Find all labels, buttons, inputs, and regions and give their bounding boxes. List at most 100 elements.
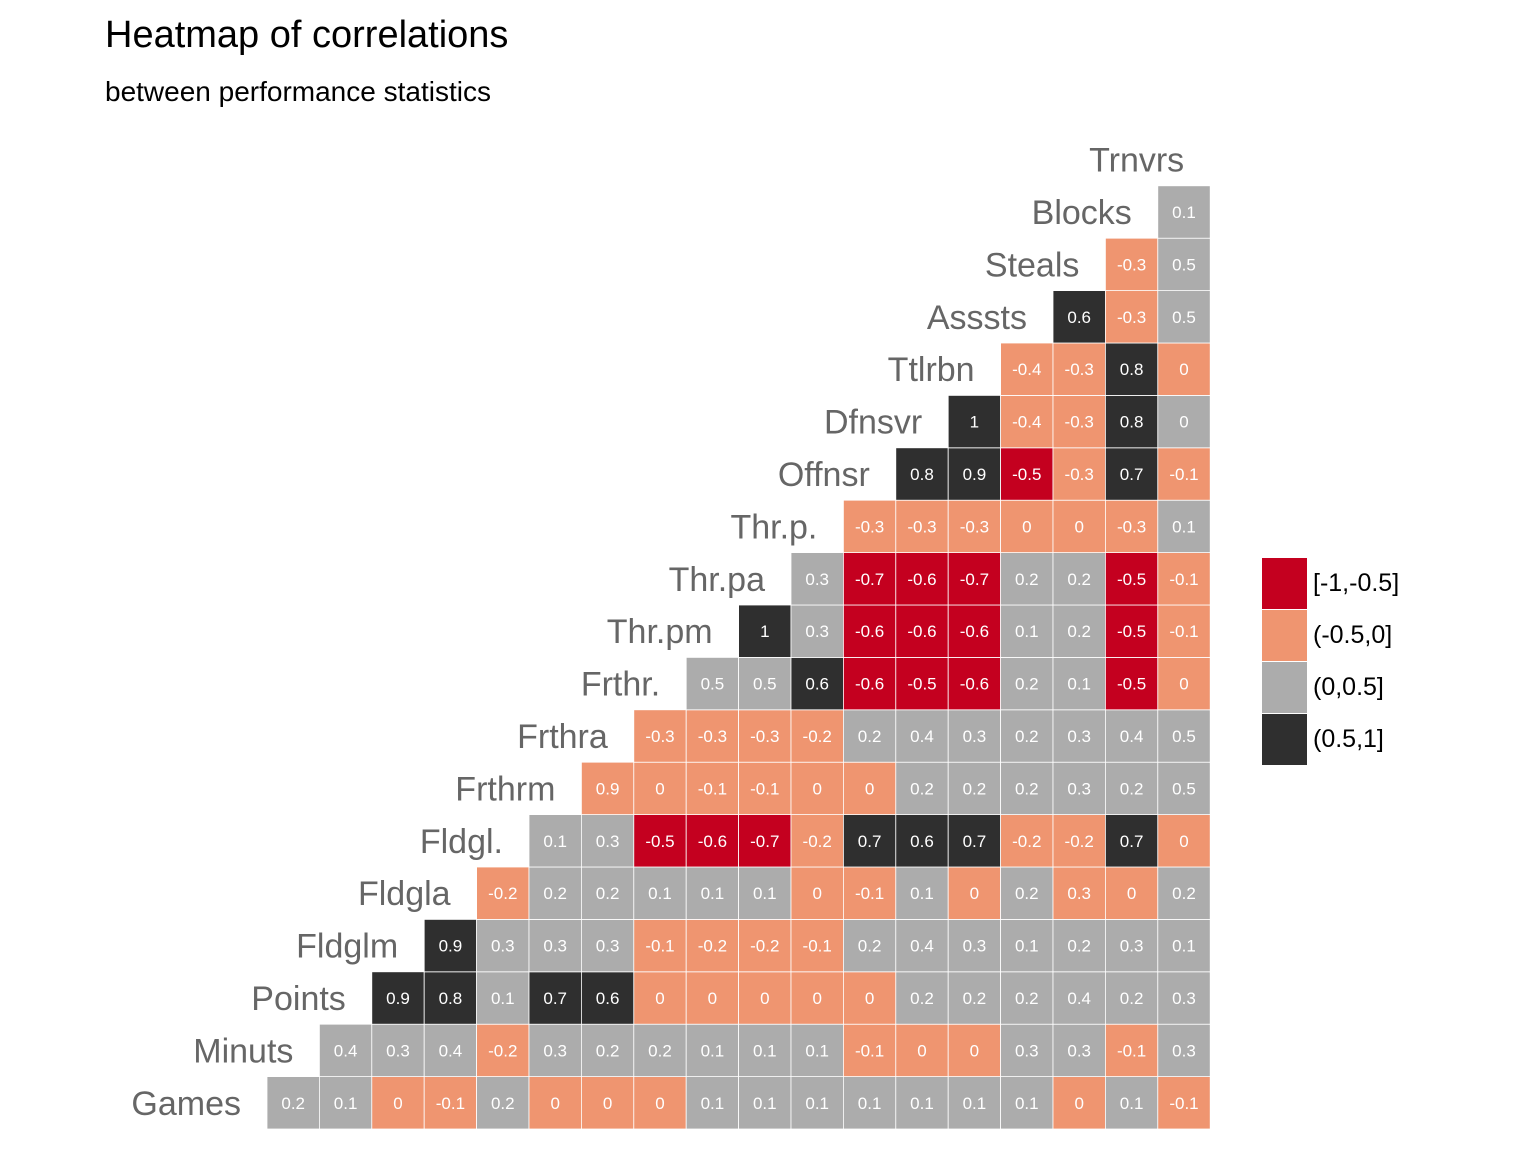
cell-value-label: 0.6 (805, 675, 829, 694)
heatmap-cell (947, 814, 1002, 868)
cell-value-label: 0.2 (596, 884, 620, 903)
cell-value-label: 0 (603, 1094, 612, 1113)
heatmap-cell (895, 866, 949, 920)
cell-value-label: 0.1 (753, 1041, 777, 1060)
heatmap-cell (1000, 604, 1054, 658)
row-label: Ttlrbn (888, 351, 975, 389)
cell-value-label: 0.9 (386, 989, 410, 1008)
legend-swatch (1262, 661, 1307, 713)
row-label: Thr.p. (730, 508, 817, 546)
heatmap-cell (1000, 866, 1054, 920)
heatmap-cell (790, 552, 844, 606)
heatmap-cell (633, 866, 687, 920)
cell-value-label: -0.2 (698, 937, 727, 956)
cell-value-label: 0.2 (543, 884, 567, 903)
cell-value-label: 0.7 (1120, 832, 1144, 851)
heatmap-cell (1157, 185, 1211, 239)
legend-item: [-1,-0.5] (1262, 557, 1399, 609)
heatmap-cell (738, 761, 792, 816)
cell-value-label: 0.2 (1015, 570, 1039, 589)
cell-value-label: 0.3 (543, 1041, 567, 1060)
cell-value-label: 0.2 (1015, 675, 1039, 694)
heatmap-cell (1105, 604, 1159, 658)
heatmap-cell (528, 1023, 582, 1077)
heatmap-cell (790, 1023, 844, 1077)
cell-value-label: -0.3 (1117, 255, 1146, 274)
cell-value-label: -0.1 (855, 1041, 884, 1060)
cell-value-label: 0.2 (910, 779, 934, 798)
heatmap-cell (1157, 761, 1211, 816)
cell-value-label: 0.2 (491, 1094, 515, 1113)
cell-value-label: -0.6 (698, 832, 727, 851)
cell-value-label: 0.2 (1172, 884, 1196, 903)
cell-value-label: 0.3 (1015, 1041, 1039, 1060)
row-label: Frthr. (581, 666, 660, 704)
cell-value-label: -0.6 (960, 675, 989, 694)
cell-value-label: -0.2 (1065, 832, 1094, 851)
row-label: Blocks (1032, 194, 1132, 232)
cell-value-label: 0.1 (753, 1094, 777, 1113)
cell-value-label: -0.6 (907, 570, 936, 589)
heatmap-cell (1000, 971, 1054, 1025)
heatmap-cell (1157, 814, 1211, 868)
heatmap-cell (633, 971, 687, 1025)
cell-value-label: -0.5 (907, 675, 936, 694)
row-label: Thr.pa (669, 561, 765, 599)
cell-value-label: 0 (655, 779, 664, 798)
heatmap-cell (685, 657, 740, 711)
heatmap-cell (738, 1023, 792, 1077)
chart-title: Heatmap of correlations (105, 14, 509, 56)
cell-value-label: 0.1 (1015, 622, 1039, 641)
cell-value-label: 0.1 (1172, 937, 1196, 956)
heatmap-cell (685, 709, 740, 763)
row-label: Games (131, 1085, 241, 1123)
heatmap-cell (738, 814, 792, 868)
cell-value-label: 0.6 (1067, 308, 1091, 327)
cell-value-label: 0.3 (1067, 884, 1091, 903)
cell-value-label: 0.1 (334, 1094, 358, 1113)
row-label: Dfnsvr (824, 404, 922, 442)
cell-value-label: 0.3 (386, 1041, 410, 1060)
legend-item: (-0.5,0] (1262, 609, 1399, 661)
row-label: Frthrm (455, 770, 555, 808)
cell-value-label: 0.2 (963, 989, 987, 1008)
cell-value-label: -0.3 (907, 517, 936, 536)
cell-value-label: 0.1 (648, 884, 672, 903)
heatmap-cell (947, 604, 1002, 658)
heatmap-cell (947, 919, 1002, 973)
cell-value-label: 0 (708, 989, 717, 1008)
heatmap-cell (1052, 919, 1106, 973)
heatmap-cell (895, 1023, 949, 1077)
cell-value-label: 0.1 (701, 884, 725, 903)
cell-value-label: 0.6 (910, 832, 934, 851)
cell-value-label: -0.3 (960, 517, 989, 536)
cell-value-label: -0.3 (698, 727, 727, 746)
cell-value-label: 0.2 (1015, 989, 1039, 1008)
heatmap-row-labels: Games Minuts Points Fldglm Fldgla Fldgl. Frthr… (131, 142, 1184, 1123)
heatmap-cell (1052, 552, 1106, 606)
cell-value-label: 0.1 (1120, 1094, 1144, 1113)
heatmap-cell (1052, 814, 1106, 868)
cell-value-label: 0.2 (1015, 884, 1039, 903)
heatmap-cell (581, 919, 635, 973)
heatmap-cell (738, 866, 792, 920)
cell-value-label: 0.2 (1120, 779, 1144, 798)
heatmap-cell (1105, 290, 1159, 344)
heatmap-cell (371, 971, 425, 1025)
cell-value-label: -0.1 (1169, 1094, 1198, 1113)
cell-value-label: 0.5 (1172, 255, 1196, 274)
heatmap-cell (1000, 709, 1054, 763)
heatmap-cell (1052, 657, 1106, 711)
heatmap-cell (1157, 290, 1211, 344)
cell-value-label: -0.1 (1169, 465, 1198, 484)
cell-value-label: -0.7 (960, 570, 989, 589)
row-label: Fldglm (296, 928, 398, 966)
cell-value-label: 0.3 (805, 570, 829, 589)
cell-value-label: -0.4 (1012, 360, 1041, 379)
heatmap-cell (1052, 394, 1106, 449)
heatmap-cell (1157, 866, 1211, 920)
heatmap-cell (685, 971, 740, 1025)
cell-value-label: 0.8 (910, 465, 934, 484)
cell-value-label: 0.2 (596, 1041, 620, 1060)
cell-value-label: 0 (655, 989, 664, 1008)
